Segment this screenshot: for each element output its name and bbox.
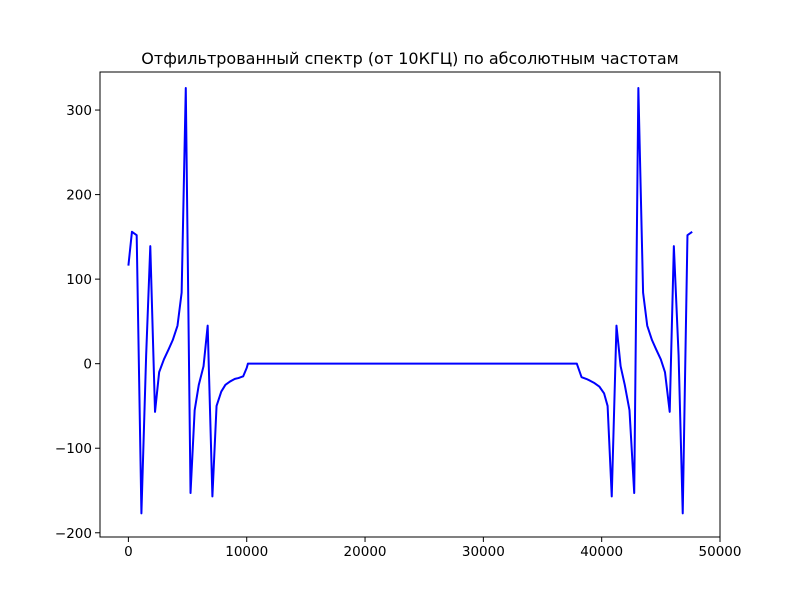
y-tick-label: −100 (55, 441, 92, 457)
y-tick-label: 200 (66, 188, 92, 204)
x-tick-label: 0 (124, 544, 133, 560)
x-tick-label: 30000 (462, 544, 505, 560)
x-tick-label: 50000 (699, 544, 742, 560)
plot-frame (99, 71, 721, 538)
y-tick-label: 300 (66, 103, 92, 119)
y-tick-label: 100 (66, 272, 92, 288)
x-tick-label: 20000 (344, 544, 387, 560)
y-tick-label: −200 (55, 526, 92, 542)
x-axis: 0 10000 20000 30000 40000 50000 (124, 537, 741, 560)
series-layer (127, 87, 693, 515)
chart-title: Отфильтрованный спектр (от 10КГЦ) по абс… (141, 49, 678, 68)
x-tick-label: 40000 (580, 544, 623, 560)
series-line-0 (127, 87, 693, 515)
x-tick-label: 10000 (225, 544, 268, 560)
y-tick-label: 0 (83, 357, 92, 373)
y-axis: −200 −100 0 100 200 300 (55, 103, 100, 542)
